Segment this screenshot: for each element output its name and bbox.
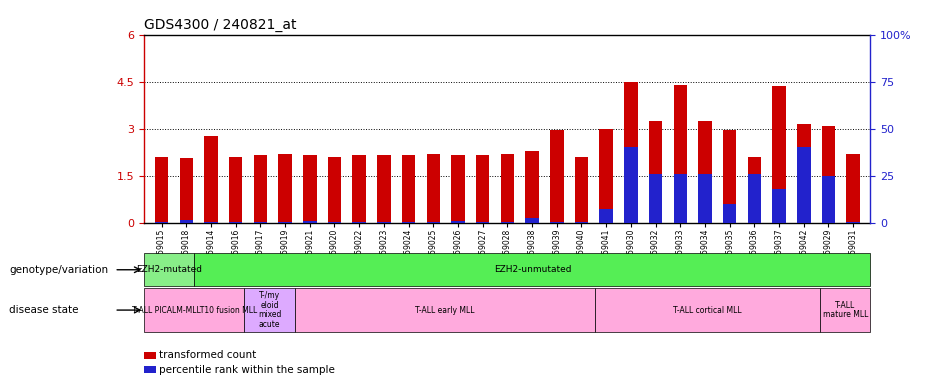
Bar: [353, 155, 366, 223]
Bar: [278, 222, 292, 223]
Bar: [574, 222, 588, 223]
Bar: [180, 159, 193, 223]
Bar: [624, 82, 638, 223]
Text: T-ALL
mature MLL: T-ALL mature MLL: [823, 301, 868, 319]
Bar: [402, 155, 415, 223]
Text: T-ALL cortical MLL: T-ALL cortical MLL: [673, 306, 742, 314]
Bar: [673, 174, 687, 223]
Bar: [574, 157, 588, 223]
Bar: [155, 222, 169, 223]
Bar: [353, 222, 366, 223]
Bar: [525, 151, 539, 223]
Bar: [846, 222, 860, 223]
Bar: [180, 220, 193, 223]
Bar: [303, 221, 317, 223]
Bar: [144, 288, 245, 332]
Bar: [773, 189, 786, 223]
Bar: [748, 174, 762, 223]
Bar: [846, 154, 860, 223]
Bar: [204, 222, 218, 223]
Bar: [328, 157, 342, 223]
Bar: [452, 155, 465, 223]
Bar: [822, 176, 835, 223]
Bar: [155, 157, 169, 223]
Bar: [144, 253, 195, 286]
Bar: [649, 174, 662, 223]
Bar: [649, 121, 662, 223]
Bar: [377, 155, 391, 223]
Bar: [245, 288, 294, 332]
Text: T-ALL early MLL: T-ALL early MLL: [415, 306, 475, 314]
Bar: [229, 222, 242, 223]
Bar: [698, 174, 712, 223]
Bar: [328, 222, 342, 223]
Bar: [476, 155, 490, 223]
Bar: [501, 154, 514, 223]
Bar: [377, 222, 391, 223]
Bar: [600, 129, 613, 223]
Bar: [698, 121, 712, 223]
Bar: [595, 288, 820, 332]
Text: genotype/variation: genotype/variation: [9, 265, 108, 275]
Bar: [204, 136, 218, 223]
Bar: [303, 155, 317, 223]
Text: transformed count: transformed count: [159, 350, 256, 360]
Text: T-ALL PICALM-MLLT10 fusion MLL: T-ALL PICALM-MLLT10 fusion MLL: [132, 306, 257, 314]
Text: T-/my
eloid
mixed
acute: T-/my eloid mixed acute: [258, 291, 281, 329]
Bar: [476, 222, 490, 223]
Bar: [722, 204, 736, 223]
Text: EZH2-unmutated: EZH2-unmutated: [493, 265, 572, 274]
Bar: [253, 155, 267, 223]
Bar: [426, 222, 440, 223]
Bar: [253, 222, 267, 223]
Text: percentile rank within the sample: percentile rank within the sample: [159, 365, 335, 375]
Bar: [550, 130, 563, 223]
Bar: [294, 288, 595, 332]
Bar: [822, 126, 835, 223]
Bar: [773, 86, 786, 223]
Bar: [501, 222, 514, 223]
Bar: [525, 218, 539, 223]
Bar: [452, 221, 465, 223]
Bar: [550, 222, 563, 223]
Bar: [600, 209, 613, 223]
Bar: [278, 154, 292, 223]
Bar: [426, 154, 440, 223]
Text: disease state: disease state: [9, 305, 79, 315]
Bar: [797, 124, 811, 223]
Text: GDS4300 / 240821_at: GDS4300 / 240821_at: [144, 18, 297, 32]
Bar: [402, 222, 415, 223]
Bar: [673, 85, 687, 223]
Bar: [820, 288, 870, 332]
Bar: [229, 157, 242, 223]
Bar: [624, 147, 638, 223]
Bar: [797, 147, 811, 223]
Bar: [748, 157, 762, 223]
Bar: [722, 130, 736, 223]
Text: EZH2-mutated: EZH2-mutated: [136, 265, 202, 274]
